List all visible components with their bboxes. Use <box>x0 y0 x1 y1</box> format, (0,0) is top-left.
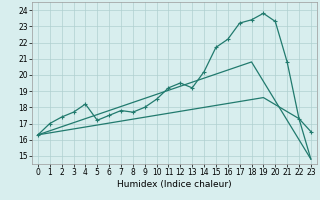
X-axis label: Humidex (Indice chaleur): Humidex (Indice chaleur) <box>117 180 232 189</box>
